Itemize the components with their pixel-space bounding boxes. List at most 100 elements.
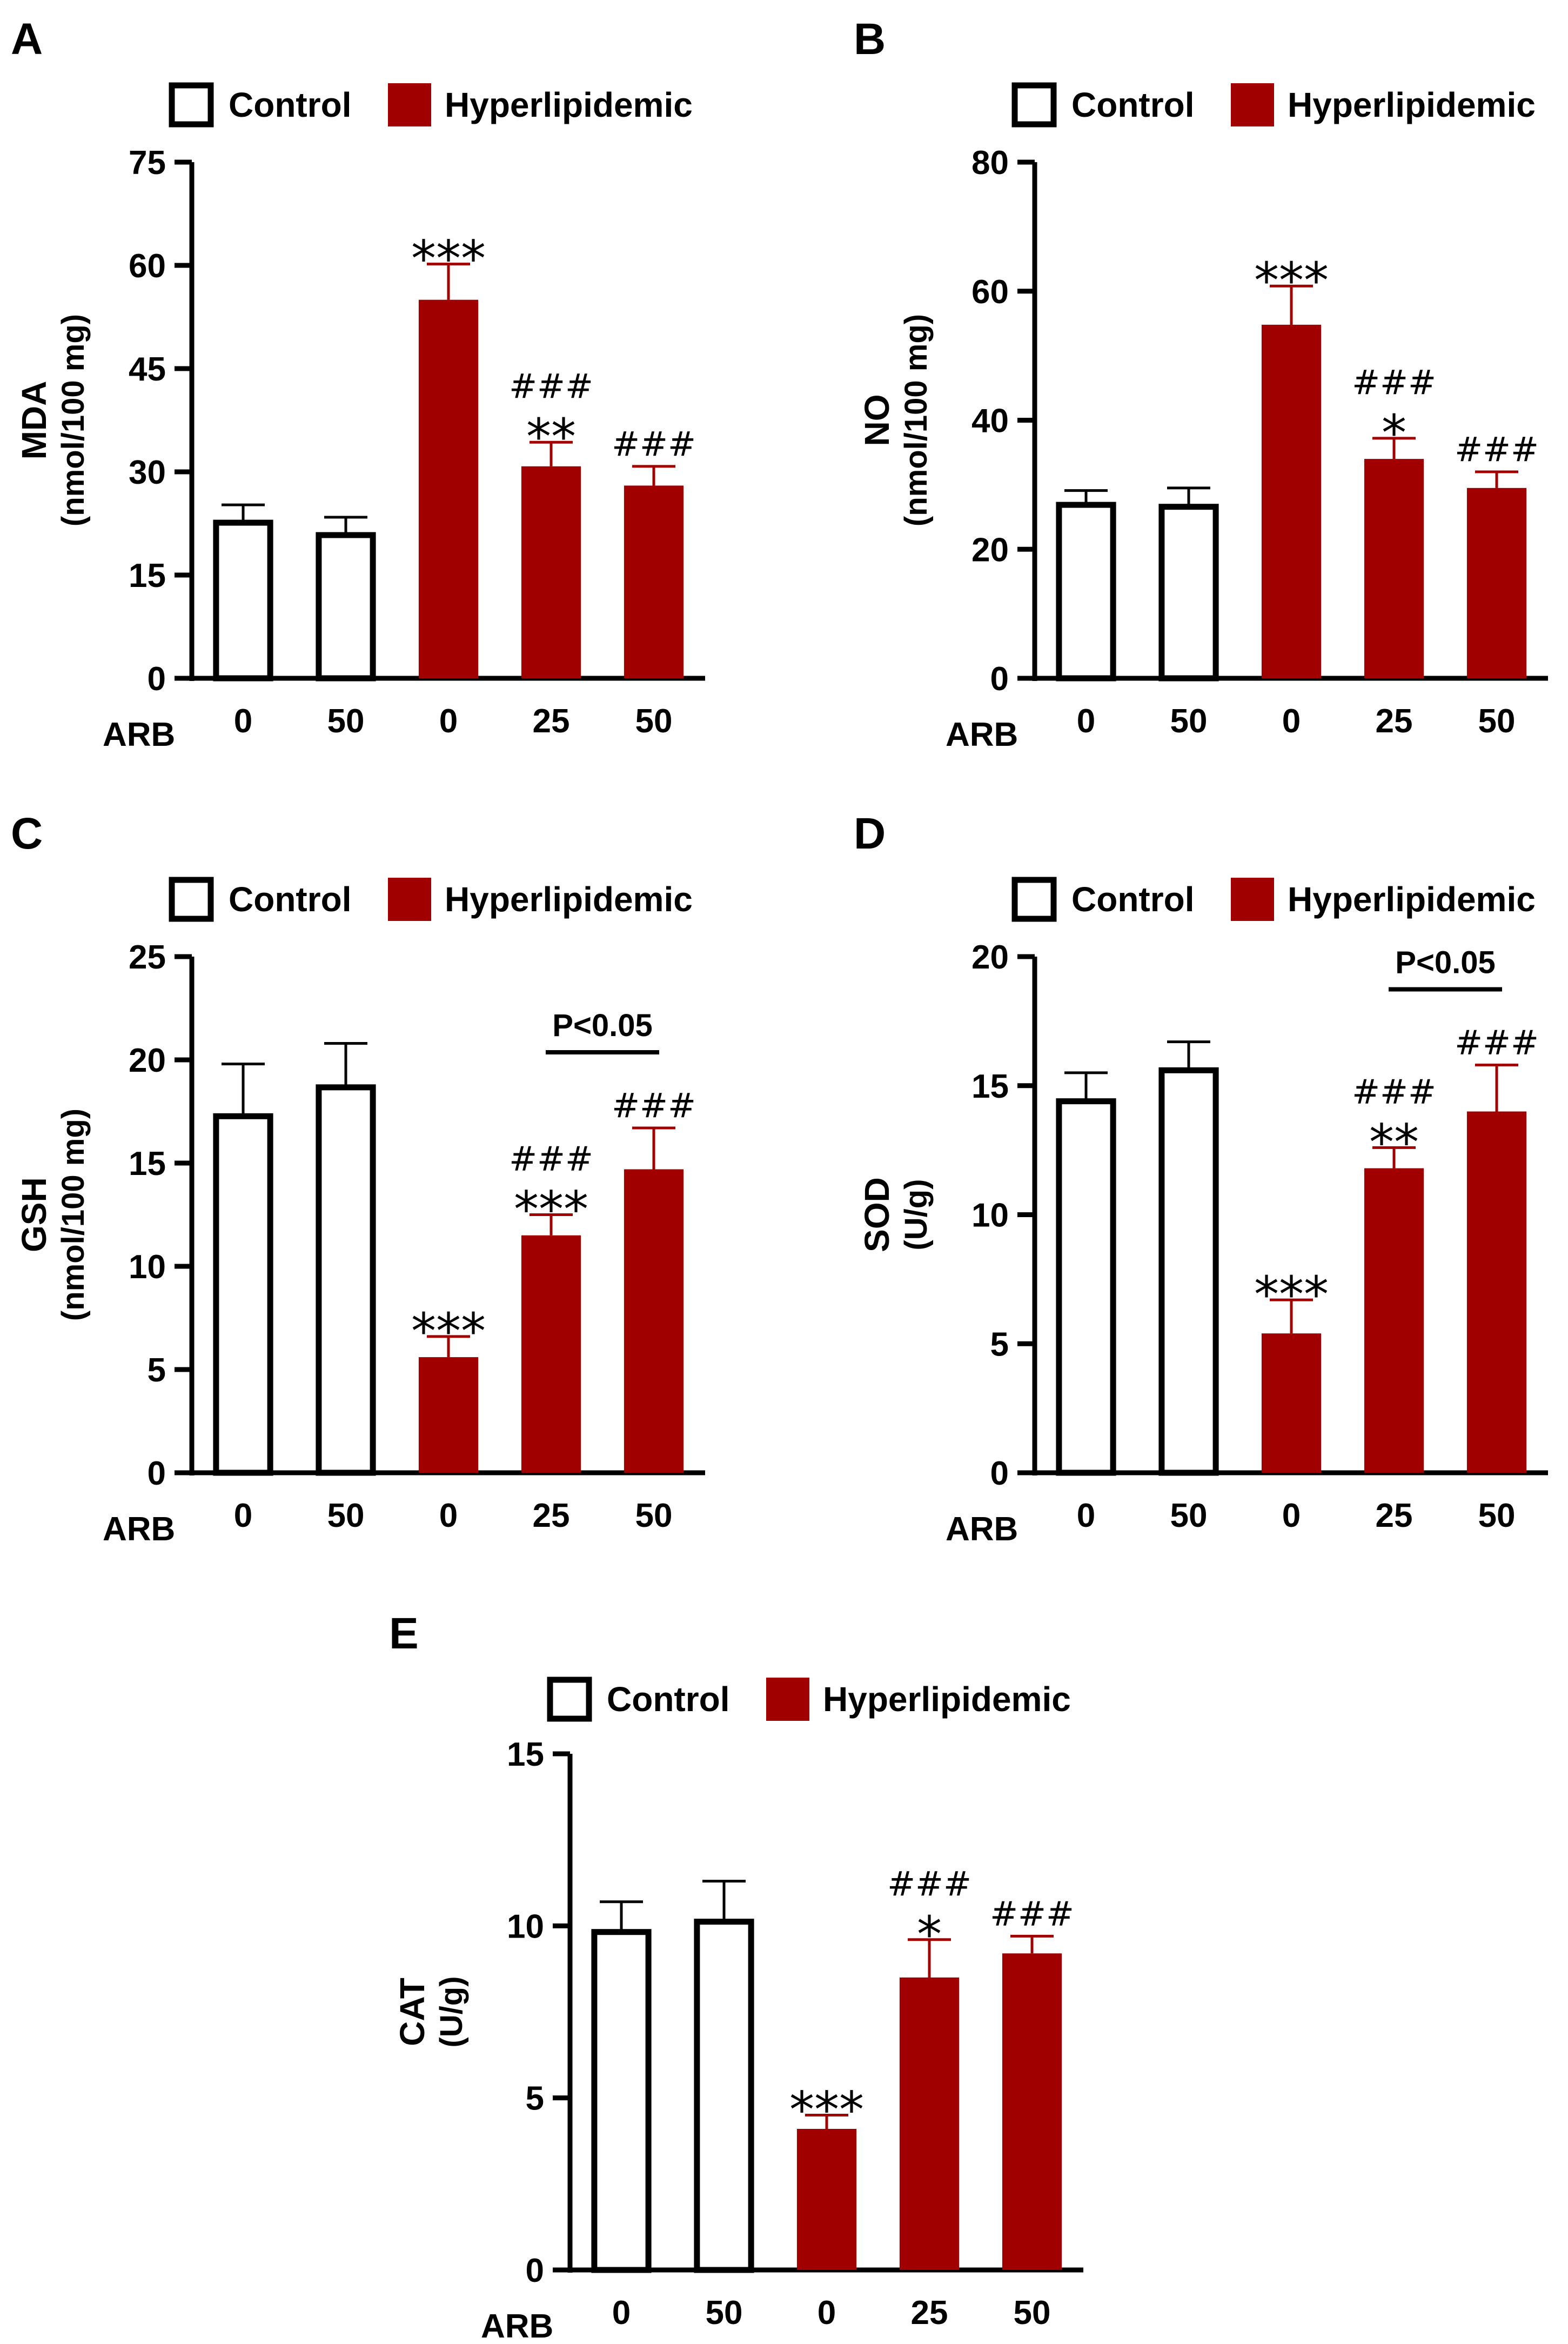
y-tick-label: 15 [507, 1736, 544, 1773]
x-tick-label: 0 [234, 1497, 252, 1534]
x-tick-label: 50 [1170, 1497, 1208, 1534]
y-tick-label: 10 [129, 1248, 166, 1286]
y-tick-label: 20 [971, 531, 1009, 569]
x-axis-title: ARB [103, 1511, 175, 1548]
x-tick-label: 50 [1478, 1497, 1516, 1534]
legend-swatch-hyperlipidemic [766, 1678, 809, 1721]
y-tick-label: 0 [990, 1455, 1009, 1492]
significance-hash: ### [612, 1086, 696, 1125]
panel-letter: A [11, 15, 43, 64]
bar-hyperlipidemic [1002, 1953, 1062, 2270]
legend-swatch-hyperlipidemic [388, 878, 431, 921]
significance-stars: *** [411, 1303, 486, 1360]
y-axis-title: MDA [15, 381, 53, 460]
y-tick-label: 0 [148, 1455, 166, 1492]
y-tick-label: 20 [129, 1042, 166, 1079]
y-axis: 0 20 40 60 80 [971, 144, 1037, 698]
legend-swatch-control [1011, 82, 1057, 128]
y-tick-label: 0 [526, 2252, 544, 2289]
chart-legend: Control Hyperlipidemic [1011, 877, 1536, 922]
legend-swatch-hyperlipidemic [1231, 83, 1274, 126]
x-tick-label: 25 [1376, 1497, 1413, 1534]
chart-legend: Control Hyperlipidemic [169, 82, 693, 128]
y-axis-unit: (nmol/100 mg) [56, 1108, 91, 1321]
y-tick-label: 0 [990, 660, 1009, 698]
significance-hash: ### [612, 424, 696, 464]
chart-panel-c: C Control Hyperlipidemic 0 5 10 15 20 25 GSH (nmol… [11, 809, 705, 1548]
panel-letter: B [854, 15, 886, 64]
panel-letter: E [389, 1609, 419, 1658]
significance-hash: ### [509, 1139, 593, 1179]
x-tick-label: 50 [1478, 703, 1516, 740]
legend-swatch-control [169, 877, 214, 922]
y-tick-label: 40 [971, 403, 1009, 440]
bar-control [1056, 502, 1116, 682]
bar-hyperlipidemic [899, 1977, 960, 2270]
y-tick-label: 5 [526, 2080, 544, 2118]
y-axis-unit: (nmol/100 mg) [899, 314, 934, 526]
x-tick-label: 50 [706, 2294, 743, 2332]
y-axis-title: CAT [393, 1978, 432, 2046]
x-tick-label: 25 [911, 2294, 948, 2332]
bar-hyperlipidemic [624, 485, 684, 678]
bar-hyperlipidemic [521, 466, 581, 678]
x-tick-label: 25 [533, 1497, 570, 1534]
y-tick-label: 45 [129, 351, 166, 388]
significance-stars: *** [1254, 1266, 1329, 1324]
x-tick-label: 25 [533, 703, 570, 740]
significance-hash: ### [990, 1894, 1074, 1933]
y-tick-label: 20 [971, 939, 1009, 976]
chart-panel-e: E Control Hyperlipidemic 0 5 10 15 CAT (U/g) ARB 0… [389, 1609, 1083, 2344]
y-tick-label: 30 [129, 454, 166, 491]
x-tick-label: 0 [1077, 703, 1095, 740]
y-tick-label: 5 [148, 1352, 166, 1389]
legend-label-hyperlipidemic: Hyperlipidemic [823, 1680, 1071, 1719]
chart-panel-a: A Control Hyperlipidemic 0 15 30 45 60 75 MDA (nmo… [11, 15, 705, 753]
x-tick-label: 50 [1014, 2294, 1051, 2332]
comparison-label: P<0.05 [552, 1008, 652, 1043]
x-tick-label: 50 [1170, 703, 1208, 740]
x-tick-label: 50 [635, 703, 673, 740]
legend-label-hyperlipidemic: Hyperlipidemic [445, 85, 693, 124]
y-axis-unit: (U/g) [434, 1976, 469, 2047]
significance-stars: *** [1254, 252, 1329, 310]
bar-control [213, 519, 273, 682]
bar-hyperlipidemic [1261, 324, 1322, 678]
legend-label-control: Control [607, 1680, 730, 1719]
significance-hash: ### [1352, 363, 1436, 402]
legend-label-hyperlipidemic: Hyperlipidemic [1288, 85, 1536, 124]
comparison-label: P<0.05 [1395, 945, 1495, 980]
bar-control [316, 532, 376, 682]
y-tick-label: 25 [129, 939, 166, 976]
y-axis-title: GSH [15, 1177, 53, 1252]
bar-control [213, 1113, 273, 1476]
significance-stars: *** [411, 230, 486, 288]
bar-hyperlipidemic [1466, 488, 1527, 678]
y-tick-label: 75 [129, 144, 166, 182]
bar-control [1158, 504, 1219, 682]
x-tick-label: 0 [1077, 1497, 1095, 1534]
panel-letter: C [11, 809, 43, 858]
legend-label-control: Control [229, 85, 352, 124]
y-tick-label: 80 [971, 144, 1009, 182]
significance-hash: ### [1455, 1023, 1539, 1063]
x-axis-title: ARB [946, 716, 1018, 753]
chart-panel-b: B Control Hyperlipidemic 0 20 40 60 80 NO (nmol/1… [854, 15, 1548, 753]
significance-hash: ### [1455, 430, 1539, 469]
significance-stars: ** [1369, 1113, 1419, 1171]
panel-letter: D [854, 809, 886, 858]
x-tick-label: 50 [327, 1497, 365, 1534]
y-axis-unit: (U/g) [899, 1179, 934, 1250]
legend-label-hyperlipidemic: Hyperlipidemic [1288, 880, 1536, 919]
x-tick-label: 50 [327, 703, 365, 740]
bar-hyperlipidemic [1466, 1111, 1527, 1473]
x-axis-title: ARB [946, 1511, 1018, 1548]
bar-hyperlipidemic [796, 2128, 857, 2270]
legend-swatch-control [169, 82, 214, 128]
y-tick-label: 10 [507, 1908, 544, 1945]
y-axis: 0 5 10 15 [507, 1736, 573, 2289]
y-tick-label: 60 [129, 248, 166, 285]
legend-label-hyperlipidemic: Hyperlipidemic [445, 880, 693, 919]
x-tick-label: 0 [234, 703, 252, 740]
